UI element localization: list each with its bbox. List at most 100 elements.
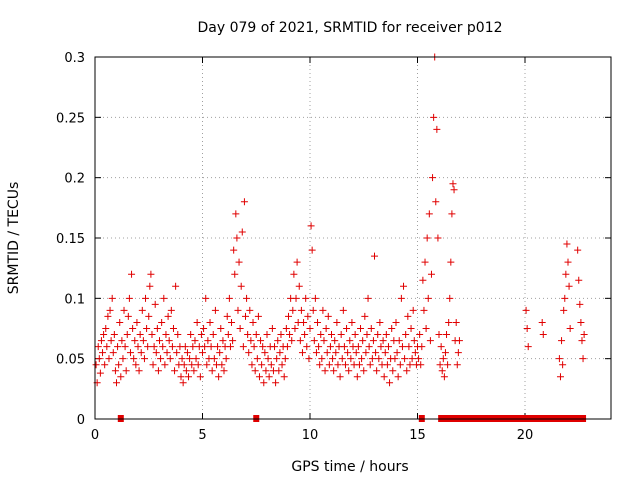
- data-point: [97, 337, 105, 345]
- x-tick-label: 20: [517, 428, 534, 443]
- data-point: [262, 367, 270, 375]
- data-point: [92, 361, 100, 369]
- data-point: [419, 276, 427, 284]
- data-point: [181, 343, 189, 351]
- data-point: [427, 270, 435, 278]
- data-point: [282, 325, 290, 332]
- data-point: [188, 361, 196, 369]
- data-point: [359, 337, 367, 345]
- data-point: [338, 355, 346, 363]
- data-point: [114, 343, 122, 351]
- data-point: [362, 349, 370, 357]
- data-point: [396, 361, 404, 369]
- data-point: [121, 343, 129, 351]
- data-point: [101, 361, 109, 369]
- data-point: [316, 361, 324, 369]
- data-point: [106, 306, 114, 314]
- data-point: [117, 373, 125, 381]
- data-point: [239, 343, 247, 351]
- data-point: [298, 349, 306, 357]
- data-point: [258, 361, 266, 369]
- data-point: [421, 258, 429, 266]
- data-point: [204, 337, 212, 345]
- data-point: [352, 349, 360, 357]
- x-tick-label: 15: [409, 428, 426, 443]
- data-point: [351, 331, 359, 339]
- data-point: [353, 373, 361, 381]
- data-point: [446, 294, 454, 302]
- data-point: [566, 325, 574, 332]
- data-point: [564, 258, 572, 266]
- data-point: [237, 282, 245, 290]
- data-point: [367, 325, 375, 332]
- data-point: [341, 361, 349, 369]
- data-point: [172, 282, 180, 290]
- data-point: [171, 367, 179, 375]
- data-point: [228, 318, 236, 326]
- data-point: [384, 343, 392, 351]
- data-point: [96, 369, 104, 377]
- data-point: [368, 355, 376, 363]
- y-axis-label: SRMTID / TECUs: [6, 182, 22, 295]
- data-point: [122, 367, 130, 375]
- data-point: [189, 343, 197, 351]
- data-point: [429, 174, 437, 182]
- data-point: [307, 222, 315, 230]
- data-point: [230, 246, 238, 254]
- data-point: [259, 343, 267, 351]
- data-point: [193, 318, 201, 326]
- data-point: [340, 343, 348, 351]
- chart-title: Day 079 of 2021, SRMTID for receiver p01…: [197, 20, 502, 36]
- data-point: [371, 252, 378, 260]
- data-point: [152, 349, 160, 357]
- data-point: [297, 306, 305, 314]
- data-point: [448, 210, 456, 218]
- data-point: [380, 373, 388, 381]
- data-point: [164, 312, 172, 320]
- data-point: [283, 343, 291, 351]
- data-point: [249, 318, 257, 326]
- data-point: [107, 337, 115, 345]
- data-point: [409, 306, 417, 314]
- data-point: [522, 306, 530, 314]
- data-point: [210, 355, 218, 363]
- data-point: [135, 367, 143, 375]
- data-point: [439, 355, 447, 363]
- data-point: [217, 325, 225, 332]
- data-point: [166, 355, 174, 363]
- data-point: [348, 318, 356, 326]
- x-tick-label: 10: [302, 428, 319, 443]
- data-point: [293, 258, 301, 266]
- data-point: [136, 331, 144, 339]
- data-point: [214, 343, 222, 351]
- data-point: [308, 246, 316, 254]
- data-point: [244, 331, 252, 339]
- data-point: [393, 349, 401, 357]
- y-tick-label: 0: [77, 413, 85, 428]
- data-point: [95, 355, 103, 363]
- data-point: [438, 367, 446, 375]
- data-point: [183, 349, 191, 357]
- data-point: [111, 367, 119, 375]
- data-point: [375, 355, 383, 363]
- data-point: [153, 325, 161, 332]
- data-point: [126, 349, 134, 357]
- data-point: [323, 349, 331, 357]
- data-point: [401, 355, 409, 363]
- data-point: [331, 337, 339, 345]
- data-point: [178, 355, 186, 363]
- data-point: [226, 343, 234, 351]
- data-point: [289, 306, 297, 314]
- data-point: [416, 331, 424, 339]
- data-point: [358, 355, 366, 363]
- data-point: [190, 367, 198, 375]
- data-point: [162, 331, 170, 339]
- data-point: [242, 312, 249, 320]
- data-point: [324, 312, 332, 320]
- data-point: [218, 361, 226, 369]
- data-point: [422, 325, 430, 332]
- data-point: [339, 306, 347, 314]
- data-point: [143, 325, 151, 332]
- data-point: [432, 198, 440, 206]
- data-point: [128, 270, 136, 278]
